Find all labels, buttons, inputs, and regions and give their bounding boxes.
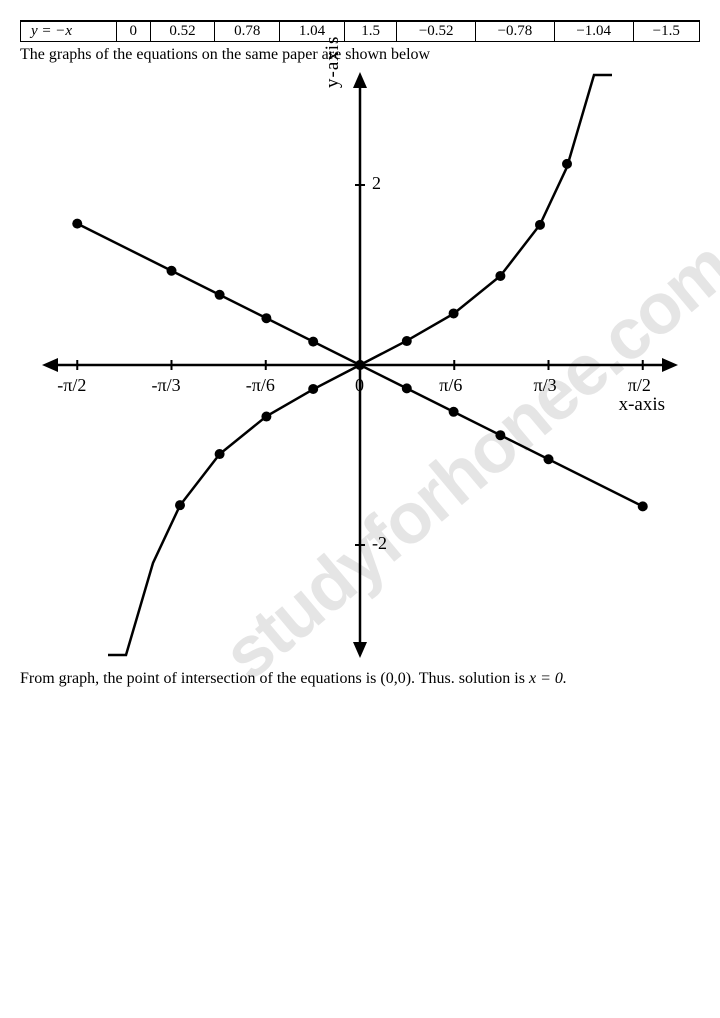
table-header-cell: y = −x bbox=[21, 22, 117, 41]
x-tick-label: 0 bbox=[355, 375, 364, 396]
conclusion-text: From graph, the point of intersection of… bbox=[20, 668, 700, 690]
chart-svg bbox=[40, 70, 680, 660]
table-cell: −1.04 bbox=[554, 22, 633, 41]
table-cell: −1.5 bbox=[633, 22, 699, 41]
y-axis-label: y-axis bbox=[322, 36, 344, 88]
conclusion-equation: x = 0. bbox=[529, 670, 567, 687]
x-tick-label: -π/3 bbox=[152, 375, 181, 396]
table-row: y = −x 0 0.52 0.78 1.04 1.5 −0.52 −0.78 … bbox=[21, 22, 700, 41]
table-cell: −0.52 bbox=[397, 22, 476, 41]
table-cell: 1.5 bbox=[344, 22, 396, 41]
x-tick-label: -π/2 bbox=[57, 375, 86, 396]
x-axis-label: x-axis bbox=[619, 394, 665, 416]
table-cell: 0.78 bbox=[215, 22, 280, 41]
conclusion-body: From graph, the point of intersection of… bbox=[20, 670, 529, 687]
graph-container: y-axis x-axis -π/2-π/3-π/60π/6π/3π/22-2 bbox=[40, 70, 680, 660]
x-tick-label: -π/6 bbox=[246, 375, 275, 396]
table-cell: −0.78 bbox=[476, 22, 555, 41]
y-tick-label: 2 bbox=[372, 173, 381, 194]
y-tick-label: -2 bbox=[372, 533, 387, 554]
data-table: y = −x 0 0.52 0.78 1.04 1.5 −0.52 −0.78 … bbox=[20, 20, 700, 42]
table-cell: 0 bbox=[116, 22, 150, 41]
graph-caption: The graphs of the equations on the same … bbox=[20, 46, 700, 64]
x-tick-label: π/3 bbox=[533, 375, 556, 396]
x-tick-label: π/6 bbox=[439, 375, 462, 396]
table-cell: 0.52 bbox=[150, 22, 215, 41]
x-tick-label: π/2 bbox=[628, 375, 651, 396]
